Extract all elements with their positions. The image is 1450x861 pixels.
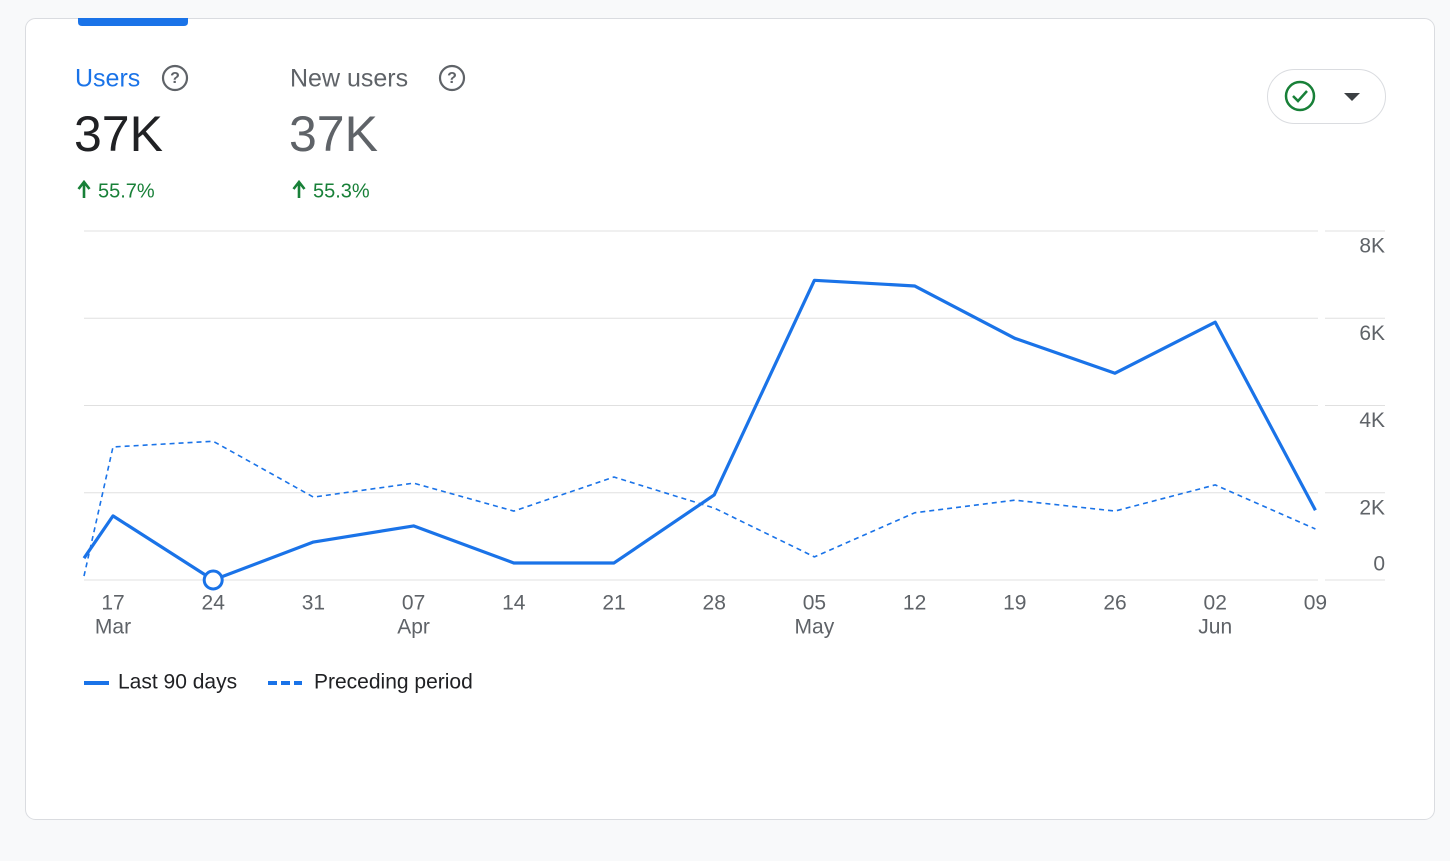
metric-value: 37K [289, 106, 378, 162]
y-tick-label: 8K [1359, 235, 1385, 258]
x-tick-label: 12 [903, 592, 926, 615]
x-tick-sublabel: Mar [95, 616, 131, 639]
x-tick-sublabel: May [795, 616, 835, 639]
metric-label: Users [75, 65, 140, 93]
dropdown-arrow [1344, 93, 1360, 101]
x-tick-sublabel: Apr [397, 616, 430, 639]
legend-label: Last 90 days [118, 671, 237, 694]
compare-button[interactable] [1267, 69, 1386, 124]
y-tick-label: 6K [1359, 322, 1385, 345]
metric-change: 55.3% [313, 180, 370, 202]
metric-users[interactable]: Users ? 37K 55.7% [74, 64, 189, 203]
x-tick-label: 28 [703, 592, 726, 615]
metric-change: 55.7% [98, 180, 155, 202]
up-arrow [77, 179, 91, 198]
y-tick-label: 4K [1359, 409, 1385, 432]
line [82, 278, 1317, 582]
x-tick-label: 26 [1103, 592, 1126, 615]
metric-value: 37K [74, 106, 163, 162]
y-tick-label: 2K [1359, 496, 1385, 519]
x-tick-label: 14 [502, 592, 526, 615]
x-tick-label: 31 [302, 592, 325, 615]
help-icon[interactable] [161, 64, 189, 92]
metric-new-users[interactable]: New users ? 37K 55.3% [289, 64, 466, 203]
hover-point [202, 569, 224, 591]
check-mark [1292, 90, 1308, 103]
x-tick-label: 17 [101, 592, 124, 615]
card [25, 18, 1435, 820]
x-tick-label: 07 [402, 592, 425, 615]
x-tick-label: 02 [1204, 592, 1227, 615]
help-icon-mark: ? [170, 70, 180, 87]
active-tab-indicator [78, 18, 188, 26]
x-tick-label: 21 [602, 592, 625, 615]
x-tick-sublabel: Jun [1198, 616, 1232, 639]
up-arrow [292, 179, 306, 198]
help-icon-mark: ? [447, 70, 457, 87]
x-tick-label: 19 [1003, 592, 1026, 615]
y-tick-label: 0 [1373, 553, 1385, 576]
x-tick-label: 24 [202, 592, 226, 615]
x-tick-label: 05 [803, 592, 826, 615]
x-tick-label: 09 [1304, 592, 1327, 615]
help-icon[interactable] [438, 64, 466, 92]
legend-label: Preceding period [314, 671, 473, 694]
check-icon [1284, 80, 1316, 112]
legend: Last 90 days Preceding period [84, 671, 473, 694]
metric-label: New users [290, 65, 408, 93]
